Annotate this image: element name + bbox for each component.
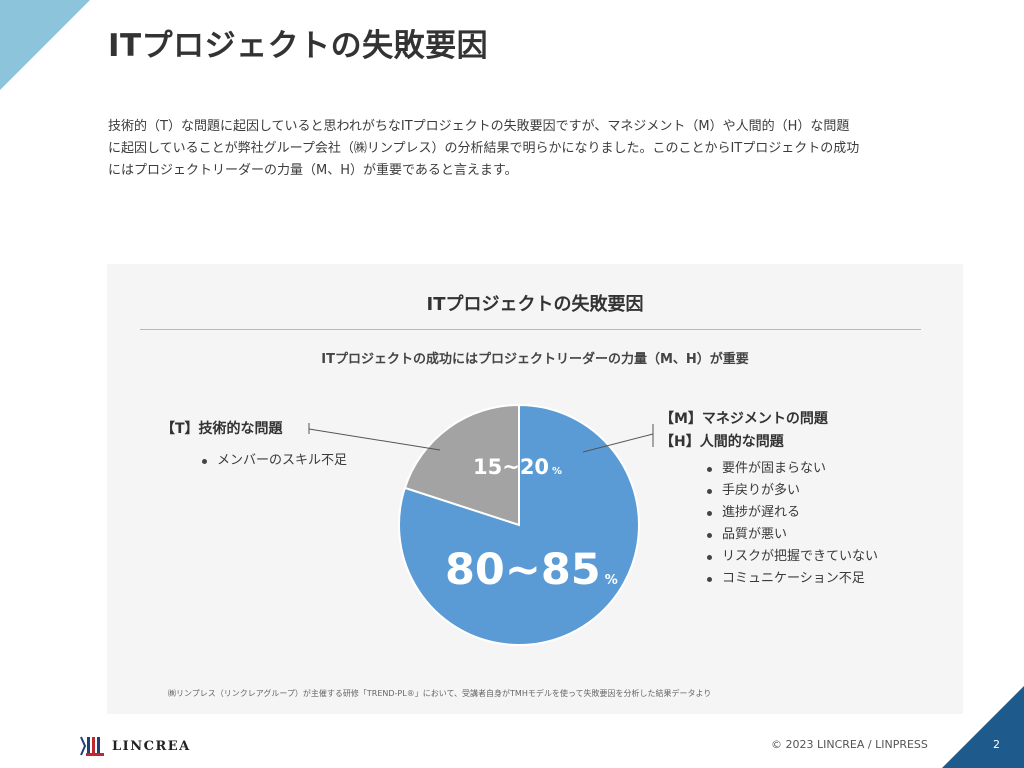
list-item: 進捗が遅れる	[704, 502, 878, 524]
lincrea-logo-icon	[80, 736, 104, 756]
legend-m-heading: 【M】マネジメントの問題	[660, 411, 828, 427]
intro-paragraph: 技術的（T）な問題に起因していると思われがちなITプロジェクトの失敗要因ですが、…	[108, 116, 968, 182]
legend-h-heading: 【H】人間的な問題	[660, 434, 784, 450]
leader-line-t	[308, 428, 441, 451]
slice-mh-label: 80~85%	[445, 545, 618, 595]
chart-title: ITプロジェクトの失敗要因	[426, 294, 644, 315]
list-item: コミュニケーション不足	[704, 568, 878, 590]
legend-t-heading: 【T】技術的な問題	[161, 421, 283, 437]
list-item: リスクが把握できていない	[704, 546, 878, 568]
list-item: 手戻りが多い	[704, 480, 878, 502]
corner-decoration-top-left	[0, 0, 90, 90]
page-title: ITプロジェクトの失敗要因	[108, 28, 489, 64]
chart-footnote: ㈱リンプレス（リンクレアグループ）が主催する研修「TREND-PL®」において、…	[168, 689, 712, 698]
chart-subtitle: ITプロジェクトの成功にはプロジェクトリーダーの力量（M、H）が重要	[321, 352, 749, 367]
pie-slice-mh	[398, 403, 640, 646]
mh-cause-list: 要件が固まらない 手戻りが多い 進捗が遅れる 品質が悪い リスクが把握できていな…	[704, 458, 878, 590]
slice-t-label: 15~20%	[473, 455, 562, 479]
copyright-text: © 2023 LINCREA / LINPRESS	[771, 738, 928, 751]
pie-slice-t	[403, 403, 520, 527]
chart-panel: ITプロジェクトの失敗要因 ITプロジェクトの成功にはプロジェクトリーダーの力量…	[107, 264, 963, 714]
leader-line-mh	[582, 433, 654, 453]
logo-text: LINCREA	[112, 738, 191, 754]
intro-line: にはプロジェクトリーダーの力量（M、H）が重要であると言えます。	[108, 163, 518, 178]
pie-slices	[398, 403, 640, 646]
intro-line: 技術的（T）な問題に起因していると思われがちなITプロジェクトの失敗要因ですが、…	[108, 119, 850, 134]
pie-chart: 15~20% 80~85%	[308, 403, 654, 646]
title-divider	[140, 329, 921, 330]
page-number: 2	[993, 738, 1000, 751]
list-item: メンバーのスキル不足	[199, 450, 347, 472]
list-item: 要件が固まらない	[704, 458, 878, 480]
lincrea-logo: LINCREA	[80, 734, 191, 758]
intro-line: に起因していることが弊社グループ会社（㈱リンプレス）の分析結果で明らかになりまし…	[108, 141, 860, 156]
t-cause-list: メンバーのスキル不足	[199, 450, 347, 472]
list-item: 品質が悪い	[704, 524, 878, 546]
